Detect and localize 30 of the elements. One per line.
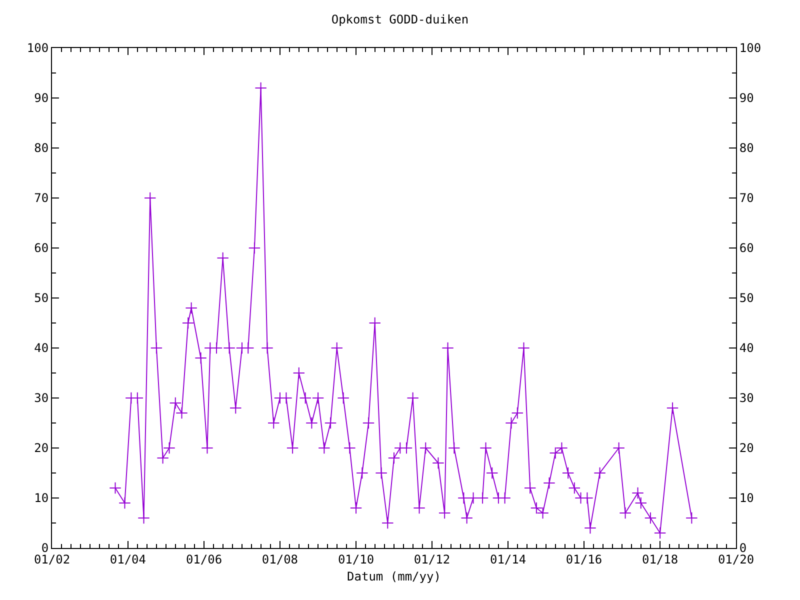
y-tick-label: 60 <box>34 241 49 256</box>
y2-tick-label: 100 <box>739 41 762 56</box>
y2-tick-label: 70 <box>739 191 754 206</box>
y-tick-label: 20 <box>34 441 49 456</box>
chart-title: Opkomst GODD-duiken <box>331 12 469 26</box>
y2-tick-label: 20 <box>739 441 754 456</box>
x-axis-title: Datum (mm/yy) <box>347 569 441 584</box>
y-tick-label: 80 <box>34 141 49 156</box>
x-tick-label: 01/08 <box>262 552 298 566</box>
y2-tick-label: 10 <box>739 491 754 506</box>
y-tick-label: 100 <box>26 41 49 56</box>
x-tick-label: 01/18 <box>642 552 678 566</box>
x-tick-label: 01/04 <box>110 552 146 566</box>
y2-tick-label: 90 <box>739 91 754 106</box>
y2-tick-label: 50 <box>739 291 754 306</box>
y2-tick-label: 60 <box>739 241 754 256</box>
x-tick-label: 01/16 <box>566 552 602 566</box>
x-tick-label: 01/12 <box>414 552 450 566</box>
y-tick-label: 50 <box>34 291 49 306</box>
y-tick-label: 90 <box>34 91 49 106</box>
y2-tick-label: 80 <box>739 141 754 156</box>
y2-tick-label: 30 <box>739 391 754 406</box>
y-tick-label: 70 <box>34 191 49 206</box>
y-tick-label: 30 <box>34 391 49 406</box>
x-tick-label: 01/14 <box>490 552 526 566</box>
x-tick-label: 01/10 <box>338 552 374 566</box>
x-tick-label: 01/06 <box>186 552 222 566</box>
y2-tick-label: 40 <box>739 341 754 356</box>
y-tick-label: 40 <box>34 341 49 356</box>
y-tick-label: 10 <box>34 491 49 506</box>
